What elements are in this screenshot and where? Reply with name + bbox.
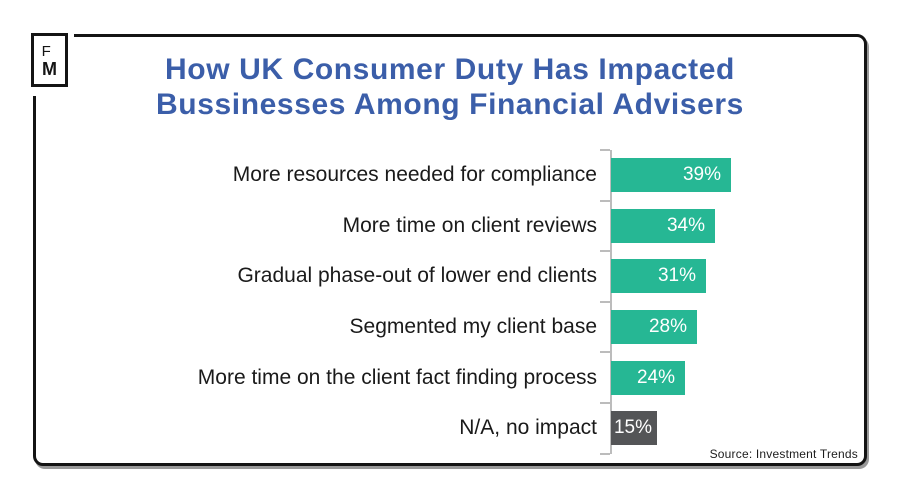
chart-row: More time on the client fact finding pro… xyxy=(40,352,862,403)
source-note: Source: Investment Trends xyxy=(709,447,858,461)
axis-tick xyxy=(600,452,610,455)
chart-row: N/A, no impact 15% xyxy=(40,403,862,454)
infographic-frame xyxy=(33,34,867,466)
bar-category-label: More time on the client fact finding pro… xyxy=(197,365,597,389)
chart-title-line-2: Bussinesses Among Financial Advisers xyxy=(156,88,744,121)
fm-logo: F M xyxy=(31,33,68,87)
bar-category-label: More resources needed for compliance xyxy=(232,163,597,187)
axis-tick xyxy=(600,250,610,253)
bar-value-label: 24% xyxy=(636,366,675,388)
logo-letter-m: M xyxy=(42,59,57,79)
axis-tick xyxy=(600,351,610,354)
bar-track: 34% xyxy=(611,208,862,243)
bar-chart: More resources needed for compliance 39% M… xyxy=(40,150,862,454)
bar-value-label: 31% xyxy=(657,265,696,287)
bar: 28% xyxy=(611,310,697,345)
bar: 15% xyxy=(611,411,657,446)
axis-tick xyxy=(600,199,610,202)
chart-row: More time on client reviews 34% xyxy=(40,201,862,252)
chart-row: Segmented my client base 28% xyxy=(40,302,862,353)
chart-title: How UK Consumer Duty Has Impacted Bussin… xyxy=(33,52,867,122)
bar: 31% xyxy=(611,259,706,294)
bar-track: 39% xyxy=(611,158,862,193)
bar-category-label: N/A, no impact xyxy=(459,416,597,440)
bar-track: 28% xyxy=(611,310,862,345)
bar-value-label: 28% xyxy=(648,316,687,338)
bar-value-label: 39% xyxy=(682,164,721,186)
axis-tick xyxy=(600,149,610,151)
chart-row: More resources needed for compliance 39% xyxy=(40,150,862,201)
bar: 34% xyxy=(611,208,715,243)
bar-track: 24% xyxy=(611,360,862,395)
bar-category-label: More time on client reviews xyxy=(342,213,597,237)
bar-track: 15% xyxy=(611,411,862,446)
axis-tick xyxy=(600,402,610,404)
bar: 39% xyxy=(611,158,731,193)
logo-letter-f: F xyxy=(41,43,52,60)
bar-value-label: 34% xyxy=(666,214,705,236)
bar-value-label: 15% xyxy=(613,417,652,439)
bar-track: 31% xyxy=(611,259,862,294)
category-axis-line xyxy=(610,150,612,454)
bar-category-label: Gradual phase-out of lower end clients xyxy=(237,264,597,288)
axis-tick xyxy=(600,300,610,303)
chart-row: Gradual phase-out of lower end clients 31… xyxy=(40,251,862,302)
bar: 24% xyxy=(611,360,685,395)
bar-category-label: Segmented my client base xyxy=(349,315,597,339)
chart-title-line-1: How UK Consumer Duty Has Impacted xyxy=(165,53,735,86)
